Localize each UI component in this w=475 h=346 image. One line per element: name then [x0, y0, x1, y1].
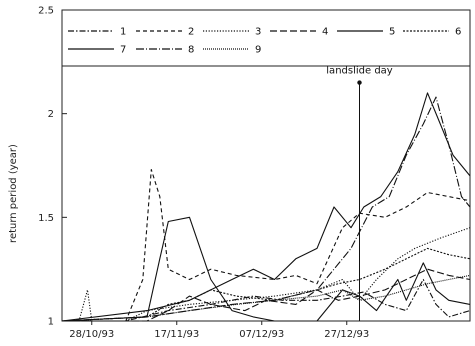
plot-frame [61, 9, 471, 322]
legend-label-8: 8 [188, 45, 194, 56]
landslide-day-point [357, 80, 362, 85]
legend-label-7: 7 [120, 45, 126, 56]
series-2-line [62, 169, 471, 322]
x-tick-label: 28/10/93 [69, 329, 114, 340]
legend-label-3: 3 [255, 27, 261, 38]
legend-label-9: 9 [255, 45, 261, 56]
legend-label-2: 2 [188, 27, 194, 38]
plot-area [61, 9, 471, 322]
x-tick-label: 27/12/93 [324, 329, 369, 340]
landslide-day-label: landslide day [326, 66, 393, 77]
series-8-line [61, 96, 471, 322]
y-tick-label: 1 [48, 317, 54, 328]
series-6-line [61, 247, 471, 322]
y-axis-label: return period (year) [8, 144, 19, 243]
y-tick-label: 1.5 [38, 213, 54, 224]
series-7-line [61, 92, 471, 322]
y-tick-label: 2.5 [38, 6, 54, 17]
y-axis: 1 1.5 2 2.5 [38, 6, 67, 328]
x-tick-label: 07/12/93 [239, 329, 284, 340]
series-layer [61, 92, 471, 322]
series-1-line [62, 278, 471, 322]
legend-label-4: 4 [322, 27, 328, 38]
legend-label-1: 1 [120, 27, 126, 38]
x-tick-label: 17/11/93 [154, 329, 199, 340]
legend-label-6: 6 [455, 27, 461, 38]
series-9-line [61, 274, 471, 322]
annotation-layer: landslide day [326, 66, 393, 321]
y-tick-label: 2 [48, 109, 54, 120]
legend-label-5: 5 [389, 27, 395, 38]
series-5-line [61, 216, 471, 322]
series-3-line [62, 227, 471, 322]
legend: 1 2 3 4 5 6 7 8 9 [68, 27, 461, 56]
